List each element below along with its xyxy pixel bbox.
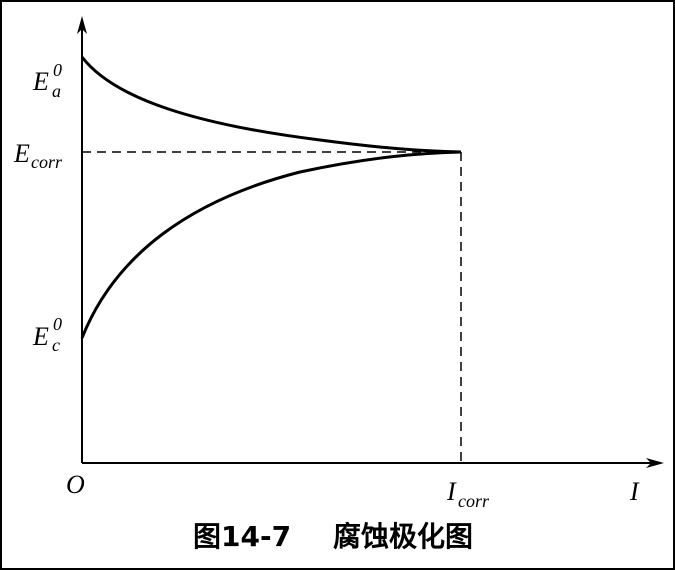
label-subscript: c: [52, 335, 60, 355]
label-base: E: [13, 139, 30, 168]
y-axis-arrow: [77, 16, 87, 34]
label-superscript: 0: [53, 314, 62, 334]
cathodic-curve: [80, 150, 462, 339]
label-base: I: [446, 477, 457, 506]
caption-title: 腐蚀极化图: [333, 520, 473, 553]
origin-label: O: [66, 470, 85, 499]
label-base: I: [629, 477, 640, 506]
label-subscript: corr: [31, 152, 63, 172]
label-base: E: [32, 67, 49, 96]
caption-number: 图14-7: [193, 520, 291, 553]
label-subscript: corr: [458, 491, 490, 511]
anodic-curve: [80, 56, 462, 154]
label-base: E: [32, 322, 49, 351]
label-superscript: 0: [53, 60, 62, 80]
label-subscript: a: [52, 81, 61, 101]
x-axis-arrow: [646, 458, 664, 468]
